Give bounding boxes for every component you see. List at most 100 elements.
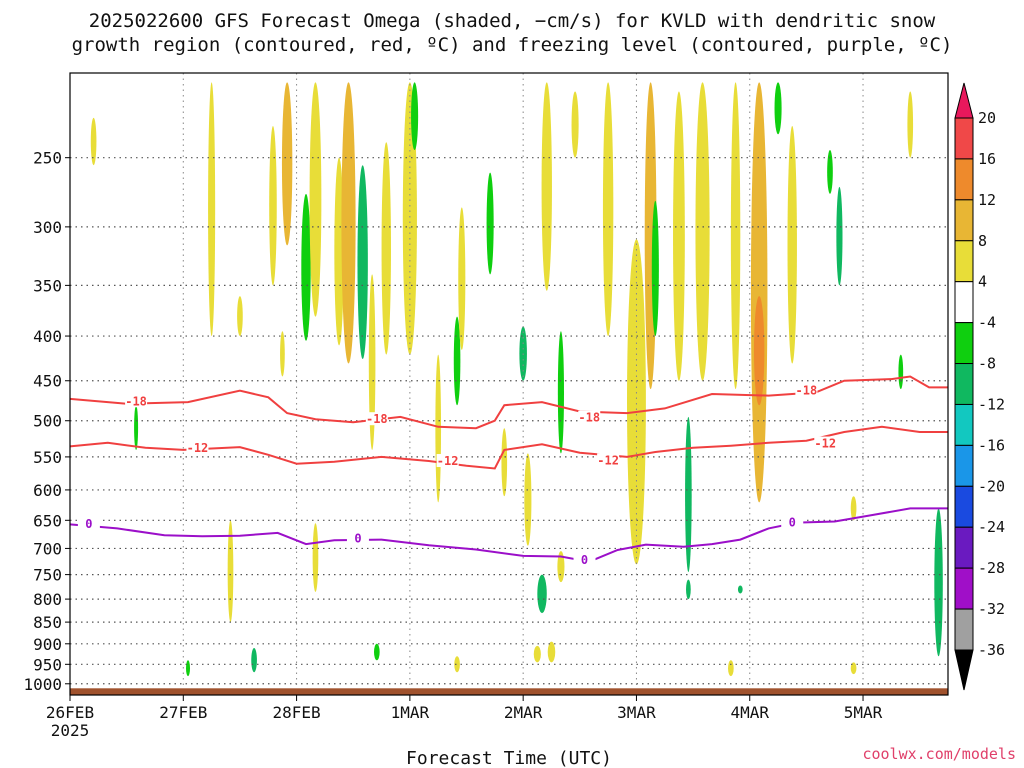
freezing-level-contour-label-2: 0 — [581, 553, 588, 567]
omega-blob-13 — [381, 142, 391, 355]
omega-blob-2 — [237, 296, 243, 337]
chart-title-line-2: growth region (contoured, red, ºC) and f… — [72, 34, 953, 56]
omega-blob-18 — [458, 207, 466, 351]
y-tick-label-450: 450 — [33, 372, 62, 391]
dgz-contour-m12-line — [69, 425, 948, 470]
dgz-contour-m12-label-bg-0 — [186, 440, 209, 454]
x-tick-label-27FEB: 27FEB — [159, 703, 207, 722]
y-tick-label-750: 750 — [33, 566, 62, 585]
contour-lines: -18 -18 -18 -18 -12 -12 -12 -12 0 0 0 0 — [69, 375, 948, 567]
omega-blob-40 — [774, 82, 782, 135]
colorbar-swatch-10 — [954, 526, 974, 569]
y-tick-label-950: 950 — [33, 655, 62, 674]
colorbar-swatch-9 — [954, 485, 974, 528]
dgz-contour-m18-label-1: -18 — [366, 412, 388, 426]
dgz-contour-m18-label-2: -18 — [578, 411, 600, 425]
colorbar-swatch-7 — [954, 403, 974, 446]
omega-blob-29 — [571, 91, 579, 158]
colorbar-swatch-6 — [954, 363, 974, 405]
colorbar-label-3: 8 — [978, 232, 987, 250]
colorbar-label-13: -36 — [978, 641, 1005, 659]
freezing-level-contour-label-0: 0 — [85, 517, 92, 531]
omega-blob-36 — [695, 82, 710, 381]
colorbar-bottom-arrow — [954, 649, 974, 691]
freezing-level-contour-label-bg-1 — [346, 531, 369, 545]
omega-blob-43 — [836, 186, 843, 286]
omega-blob-27 — [557, 551, 565, 583]
omega-blob-47 — [907, 91, 914, 158]
grid-lines — [70, 73, 948, 695]
colorbar-top-arrow — [954, 82, 974, 119]
colorbar-swatch-4 — [954, 281, 974, 324]
colorbar-swatch-5 — [954, 322, 974, 365]
omega-blob-5 — [281, 82, 293, 246]
dgz-contour-m18-label-3: -18 — [796, 384, 818, 398]
colorbar-label-12: -32 — [978, 600, 1005, 618]
omega-blob-41 — [787, 126, 797, 364]
omega-blob-49 — [227, 520, 234, 623]
colorbar-label-4: 4 — [978, 273, 987, 291]
y-tick-label-1000: 1000 — [23, 675, 62, 694]
x-axis-title: Forecast Time (UTC) — [406, 748, 612, 768]
x-tick-label-3MAR: 3MAR — [617, 703, 656, 722]
omega-blob-45 — [850, 662, 857, 675]
omega-blob-4 — [280, 331, 285, 377]
omega-blob-46 — [898, 354, 904, 390]
x-tick-label-26FEB: 26FEB — [46, 703, 94, 722]
freezing-level-contour-label-3: 0 — [789, 516, 796, 530]
omega-blob-0 — [90, 117, 97, 166]
colorbar-swatch-1 — [954, 158, 974, 201]
colorbar-label-2: 12 — [978, 191, 996, 209]
dgz-contour-m18-label-bg-3 — [795, 383, 818, 397]
freezing-level-contour-label-bg-0 — [77, 516, 100, 530]
omega-blob-48 — [934, 508, 943, 657]
dgz-contour-m18-line — [69, 375, 948, 430]
omega-blob-39 — [753, 296, 765, 406]
colorbar-label-8: -16 — [978, 436, 1005, 454]
y-tick-label-300: 300 — [33, 218, 62, 237]
colorbar-swatch-12 — [954, 608, 974, 651]
colorbar: 20 16 12 8 4 -4 -8 -12 -16 -20 -24 -28 -32 -36 — [954, 82, 1005, 691]
colorbar-label-11: -28 — [978, 559, 1005, 577]
y-tick-label-250: 250 — [33, 149, 62, 168]
y-tick-label-800: 800 — [33, 590, 62, 609]
omega-blob-37 — [730, 82, 741, 390]
omega-shading — [90, 82, 943, 677]
omega-blob-9 — [334, 157, 344, 346]
omega-blob-1 — [208, 82, 216, 337]
y-tick-label-650: 650 — [33, 511, 62, 530]
omega-blob-8 — [312, 523, 319, 592]
y-tick-label-400: 400 — [33, 327, 62, 346]
colorbar-label-5: -4 — [978, 314, 996, 332]
x-tick-sublabel-26FEB: 2025 — [51, 721, 90, 740]
omega-blob-20 — [501, 428, 508, 497]
colorbar-swatch-11 — [954, 567, 974, 610]
omega-blob-33 — [651, 200, 659, 337]
x-tick-label-4MAR: 4MAR — [730, 703, 769, 722]
credit-link[interactable]: coolwx.com/models — [862, 745, 1016, 763]
omega-blob-17 — [453, 316, 461, 406]
colorbar-swatch-8 — [954, 444, 974, 487]
omega-blob-16 — [435, 354, 442, 503]
colorbar-label-6: -8 — [978, 355, 996, 373]
colorbar-label-10: -24 — [978, 518, 1005, 536]
colorbar-swatch-2 — [954, 199, 974, 242]
omega-blob-22 — [524, 453, 532, 546]
omega-blob-6 — [301, 193, 311, 341]
x-tick-label-5MAR: 5MAR — [844, 703, 883, 722]
omega-blob-50 — [186, 660, 191, 677]
chart-title-line-1: 2025022600 GFS Forecast Omega (shaded, −… — [89, 10, 936, 32]
colorbar-swatch-0 — [954, 117, 974, 160]
dgz-contour-m12-label-2: -12 — [597, 453, 619, 467]
dgz-contour-m12-label-1: -12 — [437, 454, 459, 468]
dgz-contour-m12-label-0: -12 — [187, 441, 209, 455]
omega-blob-30 — [602, 82, 614, 337]
dgz-contour-m12-label-bg-3 — [814, 436, 837, 450]
ground-surface — [70, 688, 948, 695]
omega-blob-56 — [686, 579, 691, 600]
ground-fill — [70, 688, 948, 695]
dgz-contour-m18-label-0: -18 — [125, 394, 147, 408]
omega-blob-52 — [373, 643, 380, 661]
omega-blob-38 — [750, 82, 768, 503]
